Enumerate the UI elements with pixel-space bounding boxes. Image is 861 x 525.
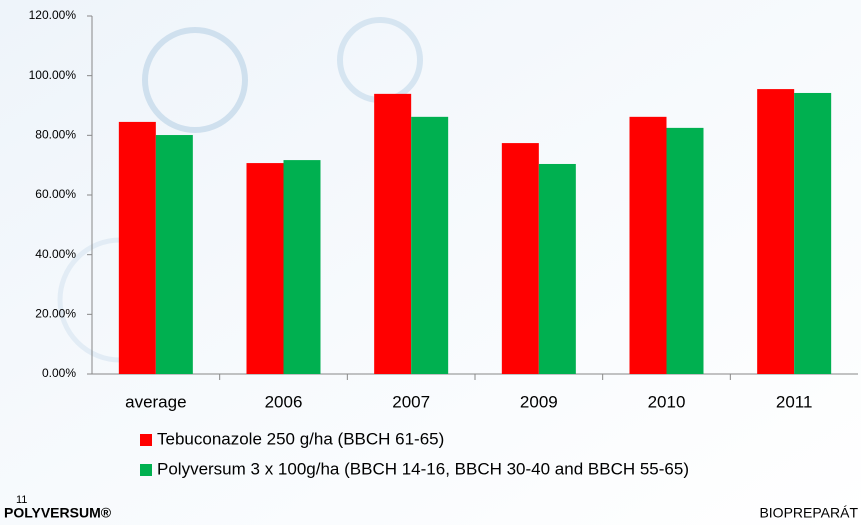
bar <box>374 93 412 375</box>
bar <box>118 121 156 375</box>
y-tick-label: 60.00% <box>35 187 76 201</box>
y-tick-label: 0.00% <box>42 366 76 380</box>
y-tick-label: 80.00% <box>35 128 76 142</box>
y-tick-label: 20.00% <box>35 307 76 321</box>
bar <box>155 135 193 374</box>
page-number: 11 <box>16 494 27 506</box>
logo-right: BIOPREPARÁT <box>759 505 858 521</box>
legend-label: Polyversum 3 x 100g/ha (BBCH 14-16, BBCH… <box>157 459 689 478</box>
legend-swatch <box>140 434 152 446</box>
y-tick-label: 100.00% <box>29 68 77 82</box>
y-tick-label: 120.00% <box>29 8 77 22</box>
bar <box>283 160 321 374</box>
bar <box>629 116 667 374</box>
x-tick-label: 2009 <box>520 392 558 411</box>
bar <box>501 143 539 374</box>
x-tick-label: 2006 <box>265 392 303 411</box>
x-tick-label: 2010 <box>648 392 686 411</box>
bar <box>794 92 832 374</box>
bar <box>411 116 449 374</box>
y-tick-label: 40.00% <box>35 247 76 261</box>
legend-swatch <box>140 464 152 476</box>
bar <box>246 163 284 374</box>
decor <box>142 27 248 133</box>
bar <box>666 127 704 374</box>
bar <box>538 163 576 374</box>
x-tick-label: 2011 <box>776 392 813 411</box>
logo-left: POLYVERSUM® <box>4 505 112 521</box>
x-tick-label: 2007 <box>392 392 430 411</box>
bar <box>757 89 795 374</box>
legend-label: Tebuconazole 250 g/ha (BBCH 61-65) <box>157 429 444 448</box>
x-tick-label: average <box>125 392 186 411</box>
